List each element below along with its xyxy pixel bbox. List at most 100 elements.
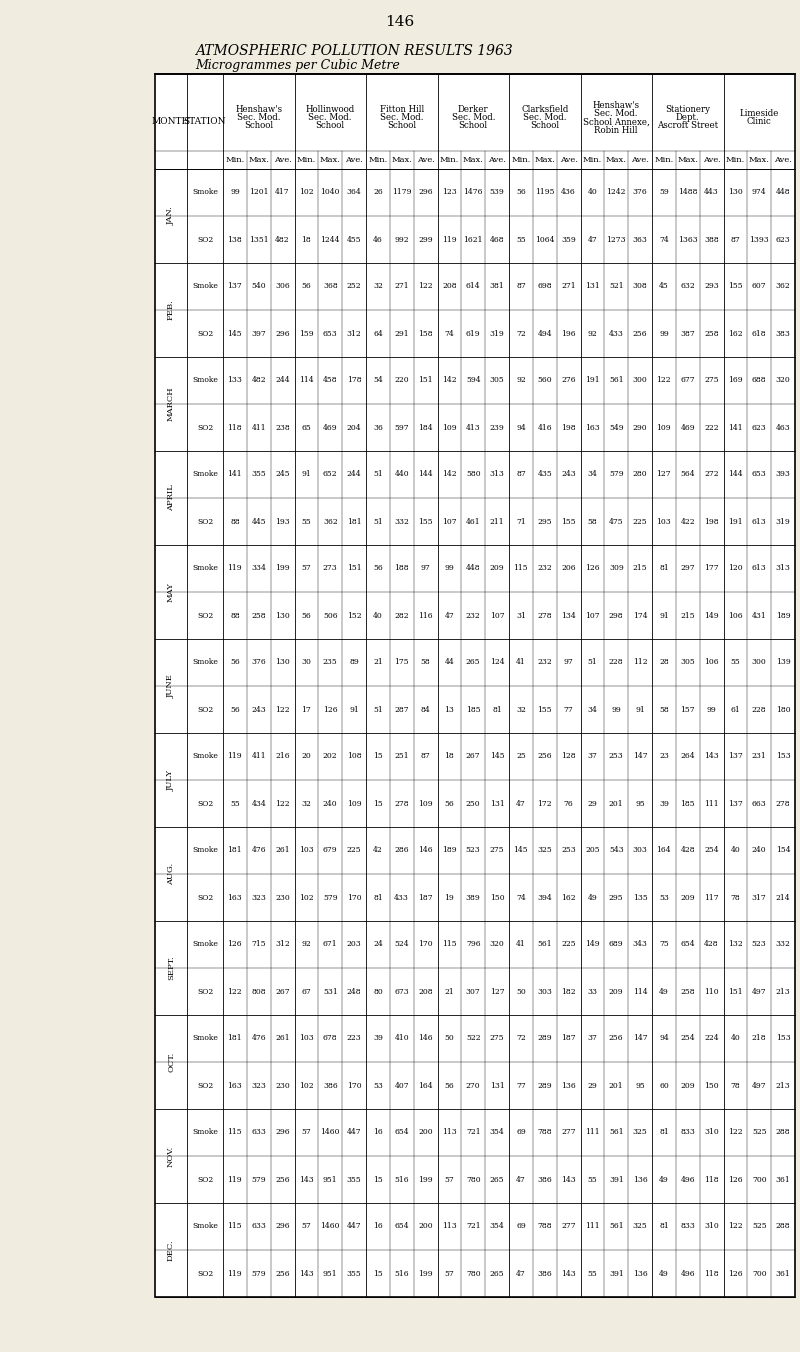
Text: 24: 24 bbox=[373, 941, 382, 949]
Text: 788: 788 bbox=[538, 1222, 552, 1230]
Text: 54: 54 bbox=[373, 376, 382, 384]
Text: 386: 386 bbox=[538, 1270, 552, 1278]
Text: 78: 78 bbox=[730, 1082, 740, 1090]
Text: 103: 103 bbox=[299, 846, 314, 854]
Text: 170: 170 bbox=[346, 894, 362, 902]
Text: ATMOSPHERIC POLLUTION RESULTS 1963: ATMOSPHERIC POLLUTION RESULTS 1963 bbox=[195, 45, 513, 58]
Text: 296: 296 bbox=[418, 188, 433, 196]
Text: 310: 310 bbox=[704, 1222, 719, 1230]
Text: 131: 131 bbox=[585, 283, 600, 291]
Text: 144: 144 bbox=[728, 470, 742, 479]
Text: 543: 543 bbox=[609, 846, 624, 854]
Text: 205: 205 bbox=[585, 846, 600, 854]
Text: Min.: Min. bbox=[226, 155, 245, 164]
Text: 447: 447 bbox=[346, 1222, 362, 1230]
Text: Henshaw's: Henshaw's bbox=[593, 100, 640, 110]
Text: 291: 291 bbox=[394, 330, 409, 338]
Text: 258: 258 bbox=[681, 987, 695, 995]
Text: 126: 126 bbox=[228, 941, 242, 949]
Text: OCT.: OCT. bbox=[167, 1052, 175, 1072]
Text: 15: 15 bbox=[373, 799, 382, 807]
Text: 57: 57 bbox=[302, 1129, 311, 1137]
Text: 145: 145 bbox=[490, 753, 504, 760]
Text: 49: 49 bbox=[587, 894, 598, 902]
Text: FEB.: FEB. bbox=[167, 300, 175, 320]
Text: 32: 32 bbox=[302, 799, 311, 807]
Text: 199: 199 bbox=[275, 565, 290, 572]
Text: Max.: Max. bbox=[678, 155, 698, 164]
Text: 170: 170 bbox=[346, 1082, 362, 1090]
Text: 141: 141 bbox=[228, 470, 242, 479]
Text: 97: 97 bbox=[421, 565, 430, 572]
Text: 325: 325 bbox=[538, 846, 552, 854]
Text: 579: 579 bbox=[323, 894, 338, 902]
Text: 57: 57 bbox=[445, 1270, 454, 1278]
Text: 256: 256 bbox=[275, 1270, 290, 1278]
Text: 209: 209 bbox=[681, 894, 695, 902]
Text: Sec. Mod.: Sec. Mod. bbox=[237, 114, 281, 122]
Text: 295: 295 bbox=[538, 518, 552, 526]
Text: 290: 290 bbox=[633, 423, 647, 431]
Text: 45: 45 bbox=[659, 283, 669, 291]
Text: 261: 261 bbox=[275, 1034, 290, 1042]
Text: SO2: SO2 bbox=[197, 1175, 213, 1183]
Text: 209: 209 bbox=[681, 1082, 695, 1090]
Text: 780: 780 bbox=[466, 1175, 481, 1183]
Text: Ave.: Ave. bbox=[417, 155, 434, 164]
Text: 579: 579 bbox=[251, 1175, 266, 1183]
Text: 94: 94 bbox=[516, 423, 526, 431]
Text: Smoke: Smoke bbox=[192, 188, 218, 196]
Text: 496: 496 bbox=[681, 1175, 695, 1183]
Text: 253: 253 bbox=[562, 846, 576, 854]
Text: Max.: Max. bbox=[320, 155, 341, 164]
Text: 618: 618 bbox=[752, 330, 766, 338]
Text: 128: 128 bbox=[562, 753, 576, 760]
Text: 1488: 1488 bbox=[678, 188, 698, 196]
Text: 434: 434 bbox=[251, 799, 266, 807]
Text: 208: 208 bbox=[442, 283, 457, 291]
Text: 135: 135 bbox=[633, 894, 647, 902]
Text: 58: 58 bbox=[659, 706, 669, 714]
Text: 808: 808 bbox=[251, 987, 266, 995]
Text: 95: 95 bbox=[635, 1082, 645, 1090]
Text: 1460: 1460 bbox=[321, 1129, 340, 1137]
Text: 103: 103 bbox=[657, 518, 671, 526]
Text: 214: 214 bbox=[776, 894, 790, 902]
Text: 325: 325 bbox=[633, 1222, 647, 1230]
Text: 122: 122 bbox=[228, 987, 242, 995]
Text: 102: 102 bbox=[299, 894, 314, 902]
Text: 445: 445 bbox=[251, 518, 266, 526]
Text: 597: 597 bbox=[394, 423, 409, 431]
Text: 163: 163 bbox=[585, 423, 600, 431]
Text: 143: 143 bbox=[299, 1175, 314, 1183]
Text: APRIL: APRIL bbox=[167, 484, 175, 511]
Text: SO2: SO2 bbox=[197, 1082, 213, 1090]
Text: 362: 362 bbox=[323, 518, 338, 526]
Text: 15: 15 bbox=[373, 753, 382, 760]
Text: 303: 303 bbox=[538, 987, 552, 995]
Text: 122: 122 bbox=[275, 799, 290, 807]
Text: 69: 69 bbox=[516, 1129, 526, 1137]
Text: 319: 319 bbox=[776, 518, 790, 526]
Text: 296: 296 bbox=[275, 1129, 290, 1137]
Text: 16: 16 bbox=[373, 1129, 382, 1137]
Text: 55: 55 bbox=[230, 799, 240, 807]
Text: 992: 992 bbox=[394, 235, 409, 243]
Text: 313: 313 bbox=[776, 565, 790, 572]
Text: 524: 524 bbox=[394, 941, 409, 949]
Text: 55: 55 bbox=[587, 1270, 598, 1278]
Text: 91: 91 bbox=[350, 706, 359, 714]
Text: 780: 780 bbox=[466, 1270, 481, 1278]
Text: 525: 525 bbox=[752, 1222, 766, 1230]
Text: 114: 114 bbox=[299, 376, 314, 384]
Text: 458: 458 bbox=[323, 376, 338, 384]
Text: 91: 91 bbox=[635, 706, 645, 714]
Text: 282: 282 bbox=[394, 611, 409, 619]
Text: 232: 232 bbox=[466, 611, 481, 619]
Text: 21: 21 bbox=[445, 987, 454, 995]
Text: 411: 411 bbox=[251, 753, 266, 760]
Text: Max.: Max. bbox=[606, 155, 626, 164]
Text: 40: 40 bbox=[373, 611, 382, 619]
Text: 32: 32 bbox=[373, 283, 383, 291]
Text: 299: 299 bbox=[418, 235, 433, 243]
